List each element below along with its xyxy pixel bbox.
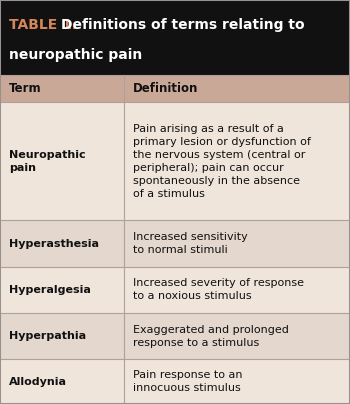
Text: Allodynia: Allodynia: [9, 377, 67, 387]
Text: Definitions of terms relating to: Definitions of terms relating to: [61, 18, 304, 32]
Bar: [0, 313, 350, 359]
Text: spontaneously in the absence: spontaneously in the absence: [133, 176, 300, 186]
Text: Increased severity of response: Increased severity of response: [133, 278, 304, 288]
Bar: [0, 102, 350, 220]
Text: Definition: Definition: [133, 82, 198, 95]
Text: Pain response to an: Pain response to an: [133, 370, 243, 380]
Text: Term: Term: [9, 82, 41, 95]
Text: TABLE 1.: TABLE 1.: [9, 18, 77, 32]
Bar: [0, 267, 350, 313]
Text: primary lesion or dysfunction of: primary lesion or dysfunction of: [133, 137, 311, 147]
Bar: [0, 359, 350, 404]
Bar: [0, 220, 350, 267]
Bar: [0, 75, 350, 102]
Text: peripheral); pain can occur: peripheral); pain can occur: [133, 163, 284, 173]
Bar: [0, 0, 350, 75]
Text: response to a stimulus: response to a stimulus: [133, 338, 259, 347]
Text: of a stimulus: of a stimulus: [133, 189, 205, 199]
Text: pain: pain: [9, 163, 36, 173]
Text: Exaggerated and prolonged: Exaggerated and prolonged: [133, 325, 289, 335]
Text: Neuropathic: Neuropathic: [9, 150, 85, 160]
Text: Hyperalgesia: Hyperalgesia: [9, 285, 91, 295]
Text: Pain arising as a result of a: Pain arising as a result of a: [133, 124, 284, 134]
Text: Increased sensitivity: Increased sensitivity: [133, 232, 248, 242]
Text: innocuous stimulus: innocuous stimulus: [133, 383, 241, 393]
Text: Hyperasthesia: Hyperasthesia: [9, 238, 99, 248]
Text: neuropathic pain: neuropathic pain: [9, 48, 142, 62]
Text: the nervous system (central or: the nervous system (central or: [133, 150, 305, 160]
Text: to a noxious stimulus: to a noxious stimulus: [133, 291, 252, 301]
Text: to normal stimuli: to normal stimuli: [133, 245, 228, 255]
Text: Hyperpathia: Hyperpathia: [9, 331, 86, 341]
